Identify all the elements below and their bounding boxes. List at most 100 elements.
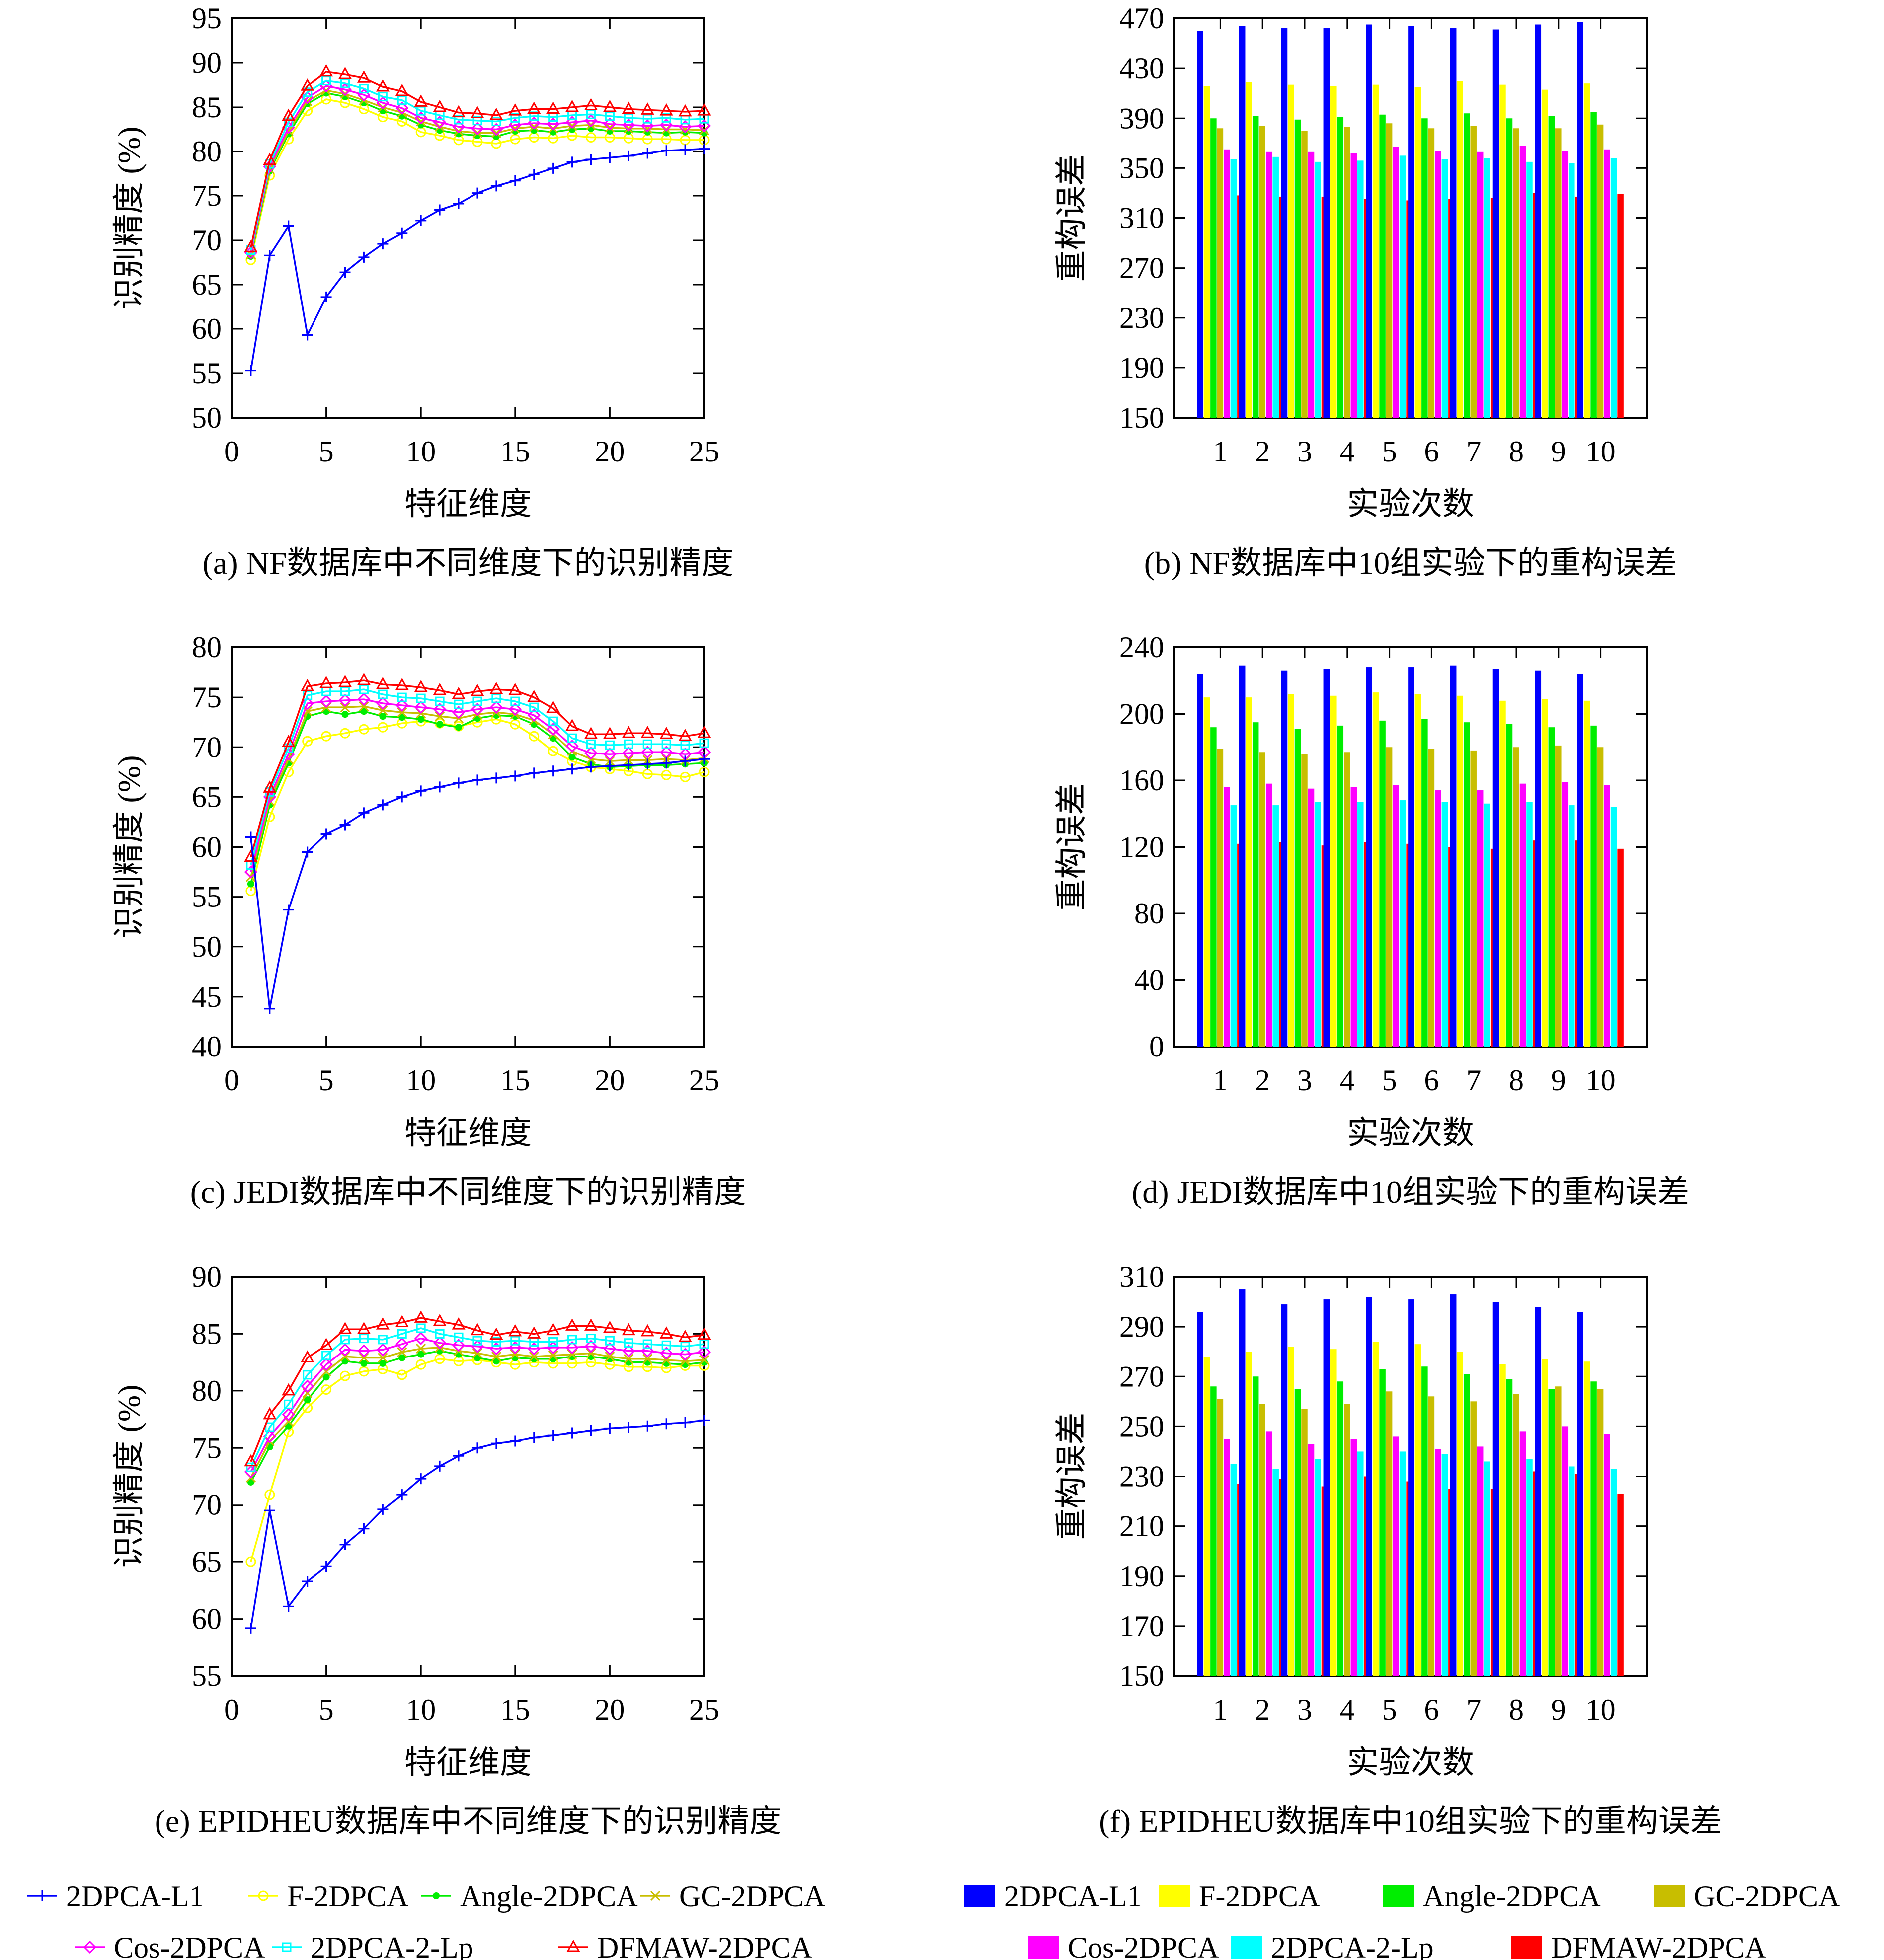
- x-tick-label: 2: [1255, 435, 1270, 468]
- x-tick-label: 10: [406, 1693, 436, 1726]
- data-point: [414, 1310, 428, 1323]
- data-point: [435, 711, 445, 722]
- data-point: [546, 1323, 560, 1336]
- data-point: [510, 113, 520, 123]
- bar: [1203, 697, 1210, 1047]
- bar: [1308, 788, 1315, 1047]
- legend-bar-swatch: [1028, 1936, 1059, 1959]
- x-tick-label: 6: [1424, 435, 1439, 468]
- bar: [1288, 694, 1294, 1047]
- y-tick-label: 75: [192, 179, 222, 212]
- data-point: [642, 1339, 652, 1349]
- data-point: [585, 761, 597, 773]
- data-point: [585, 1425, 597, 1436]
- x-tick-label: 3: [1297, 1064, 1312, 1097]
- panel-caption: (c) JEDI数据库中不同维度下的识别精度: [190, 1174, 746, 1209]
- bar: [1197, 31, 1203, 418]
- series-2DPCA-2-Lp: [246, 1323, 709, 1472]
- data-point: [416, 693, 426, 703]
- legend-bar-swatch: [1511, 1936, 1542, 1959]
- bar: [1542, 89, 1548, 418]
- bar: [1265, 151, 1272, 418]
- series-line: [250, 705, 705, 877]
- data-point: [301, 697, 314, 710]
- data-point: [357, 672, 371, 685]
- data-point: [376, 697, 390, 710]
- bar: [1450, 28, 1457, 418]
- bar: [1197, 674, 1203, 1047]
- bar: [1386, 1391, 1393, 1676]
- data-point: [414, 1332, 428, 1345]
- bar: [1513, 747, 1519, 1047]
- data-point: [303, 1370, 313, 1380]
- data-point: [245, 365, 256, 376]
- y-tick-label: 290: [1119, 1310, 1164, 1343]
- data-point: [358, 807, 370, 819]
- data-point: [471, 106, 484, 118]
- legend-label: GC-2DPCA: [679, 1880, 825, 1913]
- bar: [1590, 112, 1597, 418]
- legend-item: 2DPCA-L1: [27, 1880, 204, 1913]
- bar: [1421, 118, 1428, 418]
- data-point: [37, 1890, 48, 1901]
- y-tick-label: 310: [1119, 1260, 1164, 1293]
- data-point: [358, 251, 370, 263]
- bar: [1604, 1434, 1610, 1676]
- y-tick-label: 80: [192, 1374, 222, 1407]
- data-point: [642, 758, 653, 770]
- legend-label: 2DPCA-2-Lp: [1271, 1931, 1434, 1960]
- data-point: [661, 145, 672, 156]
- data-point: [697, 726, 711, 738]
- data-point: [452, 1339, 466, 1352]
- data-point: [246, 1462, 256, 1472]
- data-point: [642, 1354, 653, 1364]
- data-point: [509, 770, 521, 782]
- bar: [1617, 194, 1624, 418]
- x-tick-label: 7: [1466, 435, 1481, 468]
- y-tick-label: 470: [1119, 2, 1164, 35]
- series-line: [250, 1317, 705, 1462]
- x-tick-label: 8: [1509, 435, 1524, 468]
- data-point: [301, 1350, 314, 1362]
- y-tick-label: 55: [192, 357, 222, 390]
- data-point: [263, 780, 277, 793]
- series-line: [250, 70, 705, 248]
- data-point: [472, 1336, 482, 1346]
- bar: [1230, 1464, 1237, 1676]
- data-point: [319, 64, 333, 77]
- x-tick-label: 10: [1586, 1693, 1616, 1726]
- bar: [1450, 1294, 1457, 1676]
- data-point: [510, 696, 520, 706]
- data-point: [490, 772, 502, 784]
- data-point: [566, 1427, 578, 1439]
- bar: [1513, 1394, 1519, 1676]
- data-point: [527, 1342, 541, 1356]
- data-point: [338, 694, 352, 707]
- bar: [1386, 747, 1393, 1047]
- data-point: [509, 175, 521, 186]
- bar: [1428, 128, 1435, 418]
- x-tick-label: 5: [1382, 1693, 1397, 1726]
- data-point: [471, 683, 484, 696]
- data-point: [603, 727, 617, 739]
- data-point: [321, 1384, 332, 1395]
- bar: [1597, 124, 1604, 418]
- x-tick-label: 10: [1586, 1064, 1616, 1097]
- x-tick-label: 5: [1382, 435, 1397, 468]
- bar: [1301, 754, 1308, 1047]
- data-point: [547, 1430, 559, 1441]
- data-point: [473, 1354, 481, 1361]
- data-point: [624, 1338, 633, 1348]
- data-point: [472, 116, 482, 126]
- series-DFMAW-2DPCA: [244, 64, 711, 252]
- data-point: [546, 723, 560, 736]
- series-Angle-2DPCA: [247, 708, 708, 888]
- data-point: [548, 746, 559, 756]
- bar: [1217, 1399, 1224, 1676]
- data-point: [491, 1337, 501, 1347]
- panel-caption: (d) JEDI数据库中10组实验下的重构误差: [1132, 1174, 1689, 1209]
- data-point: [650, 1890, 661, 1901]
- bar: [1224, 787, 1230, 1047]
